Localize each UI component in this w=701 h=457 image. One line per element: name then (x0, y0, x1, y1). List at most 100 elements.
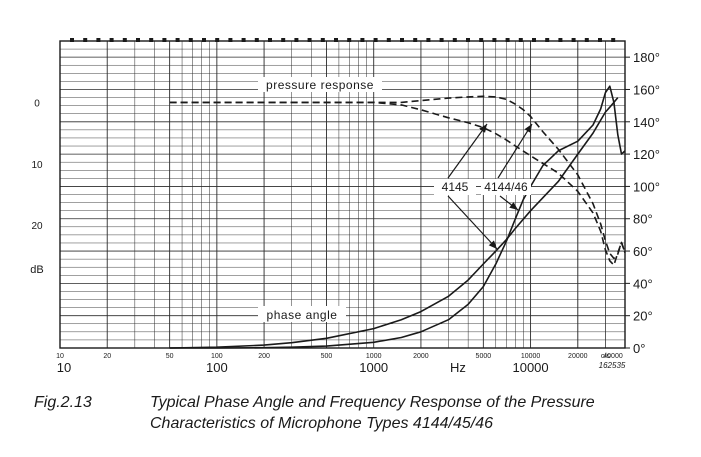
ruler-tick (96, 38, 101, 42)
x-axis-tick-label-major: 1000 (359, 360, 388, 375)
ruler-tick (558, 38, 563, 42)
x-axis-tick-label-small: 100 (211, 353, 223, 360)
ruler-tick (413, 38, 418, 42)
x-axis-tick-label-small: 500 (321, 353, 333, 360)
ruler-tick (241, 38, 246, 42)
x-axis-tick-label-major: 10000 (512, 360, 548, 375)
ruler-tick (188, 38, 193, 42)
x-axis-tick-label-small: 1000 (366, 353, 382, 360)
caption-line-1: Typical Phase Angle and Frequency Respon… (150, 394, 595, 411)
label-4145: 4145 (442, 180, 469, 194)
x-axis-tick-label-small: 2000 (413, 353, 429, 360)
ruler-tick (571, 38, 576, 42)
right-axis-tick-label: 80° (633, 212, 653, 227)
left-axis-tick-label: 0 (34, 98, 40, 109)
ruler-tick (320, 38, 325, 42)
ruler-tick (492, 38, 497, 42)
ruler-tick (532, 38, 536, 42)
ruler-tick (439, 38, 444, 42)
arrow-4144-phase (499, 195, 519, 211)
right-axis-tick-label: 40° (633, 276, 653, 291)
chart-series (169, 85, 626, 349)
label-4144-46-bg (481, 179, 531, 195)
chart-grid (59, 40, 626, 349)
ruler-tick (70, 38, 74, 42)
plot-frame (59, 40, 626, 349)
figure-number: Fig.2.13 (34, 394, 92, 411)
ruler-tick (373, 38, 378, 42)
ruler-tick (202, 38, 206, 42)
left-axis-tick-label: 20 (31, 221, 43, 232)
left-axis-label: dB (30, 264, 43, 276)
ruler-tick (307, 38, 312, 42)
right-axis-tick-label: 100° (633, 179, 660, 194)
ruler-tick (136, 38, 140, 42)
ruler-tick (122, 38, 127, 42)
ruler-tick (215, 38, 220, 42)
x-axis-tick-label-small: 10000 (521, 353, 541, 360)
frequency-phase-chart: 0 10 20 dB 0° 20° 40° 60° 80° 100° 120° 140° 160° 180… (30, 38, 660, 375)
ruler-tick (400, 38, 404, 42)
x-axis-tick-label-small: 20000 (568, 353, 588, 360)
label-4144-46: 4144/46 (484, 180, 528, 194)
chart-axes: 0 10 20 dB 0° 20° 40° 60° 80° 100° 120° 140° 160° 180… (30, 50, 660, 375)
x-axis-tick-label-small: 5000 (476, 353, 492, 360)
ruler-tick (83, 38, 88, 42)
ruler-tick (611, 38, 616, 42)
pressure-response-label: pressure response (266, 78, 374, 92)
figure-code: 162535 (599, 361, 626, 370)
right-axis-tick-label: 180° (633, 50, 660, 65)
ruler-tick (426, 38, 431, 42)
label-4145-bg (434, 179, 476, 195)
ruler-tick (347, 38, 352, 42)
ruler-tick (360, 38, 365, 42)
ruler-tick (466, 38, 470, 42)
x-axis-tick-label-small: 20 (103, 353, 111, 360)
ruler-tick (149, 38, 154, 42)
phase-angle-curve-3 (169, 97, 619, 349)
left-axis-tick-label: 10 (31, 160, 43, 171)
phase-angle-curve-4 (169, 85, 626, 349)
ruler-tick (452, 38, 457, 42)
right-axis-tick-label: 160° (633, 82, 660, 97)
ruler-tick (505, 38, 510, 42)
caption-line-2: Characteristics of Microphone Types 4144… (150, 415, 493, 432)
right-axis-tick-label: 60° (633, 244, 653, 259)
top-ruler (70, 38, 616, 42)
ruler-tick (268, 38, 272, 42)
x-axis-label: Hz (450, 360, 466, 375)
ruler-tick (545, 38, 550, 42)
ruler-tick (109, 38, 114, 42)
ruler-tick (281, 38, 286, 42)
x-axis-tick-label-small: c/s (601, 353, 610, 360)
ruler-tick (334, 38, 338, 42)
x-axis-tick-label-small: 200 (258, 353, 270, 360)
arrow-4145-pressure (447, 123, 488, 179)
arrow-4144-pressure (497, 123, 533, 179)
ruler-tick (479, 38, 484, 42)
ruler-tick (294, 38, 299, 42)
ruler-tick (518, 38, 523, 42)
x-axis-tick-label-small: 50 (166, 353, 174, 360)
right-axis-tick-label: 20° (633, 309, 653, 324)
ruler-tick (175, 38, 180, 42)
right-axis-tick-label: 0° (633, 341, 645, 356)
ruler-tick (254, 38, 259, 42)
pressure-response-curve-1 (169, 101, 626, 266)
chart-annotations: pressure response phase angle 4145 4144/46 1… (258, 77, 626, 370)
pressure-response-curve-2 (169, 95, 626, 260)
ruler-tick (598, 38, 602, 42)
x-axis-tick-label-major: 10 (57, 360, 71, 375)
ruler-tick (584, 38, 589, 42)
right-axis-tick-label: 120° (633, 147, 660, 162)
phase-angle-label-bg (258, 306, 346, 322)
ruler-tick (228, 38, 233, 42)
arrow-4145-phase (447, 195, 498, 250)
x-axis-tick-label-small: 10 (56, 353, 64, 360)
right-axis-tick-label: 140° (633, 115, 660, 130)
pressure-response-label-bg (258, 77, 382, 92)
x-axis-tick-label-small: 40000 (603, 353, 623, 360)
x-axis-tick-label-major: 100 (206, 360, 228, 375)
ruler-tick (386, 38, 391, 42)
ruler-tick (162, 38, 167, 42)
